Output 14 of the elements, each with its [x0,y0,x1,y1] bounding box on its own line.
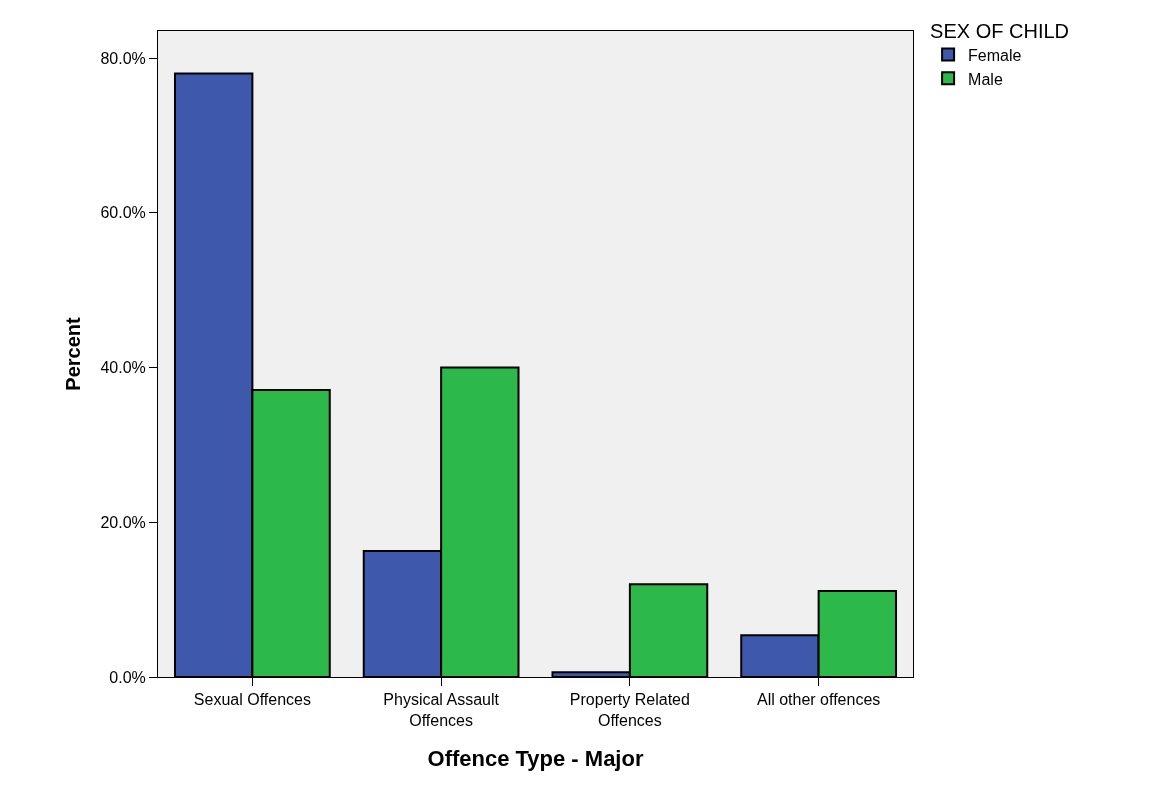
legend-label: Male [968,70,1003,88]
y-axis-title: Percent [61,316,84,391]
y-tick-label: 80.0% [100,49,146,67]
y-tick-label: 60.0% [100,204,146,222]
x-tick-label: Physical Assault Offences [383,691,500,729]
x-tick-label: All other offences [756,691,881,709]
y-tick-label: 20.0% [100,513,146,531]
legend-title: SEX OF CHILD [930,19,1070,42]
x-tick-label: Property Related Offences [569,691,690,729]
x-axis-title: Offence Type - Major [427,745,644,771]
y-tick-label: 40.0% [100,359,146,377]
x-tick-label: Sexual Offences [193,691,311,709]
legend-label: Female [968,46,1022,64]
y-tick-label: 0.0% [109,668,146,686]
